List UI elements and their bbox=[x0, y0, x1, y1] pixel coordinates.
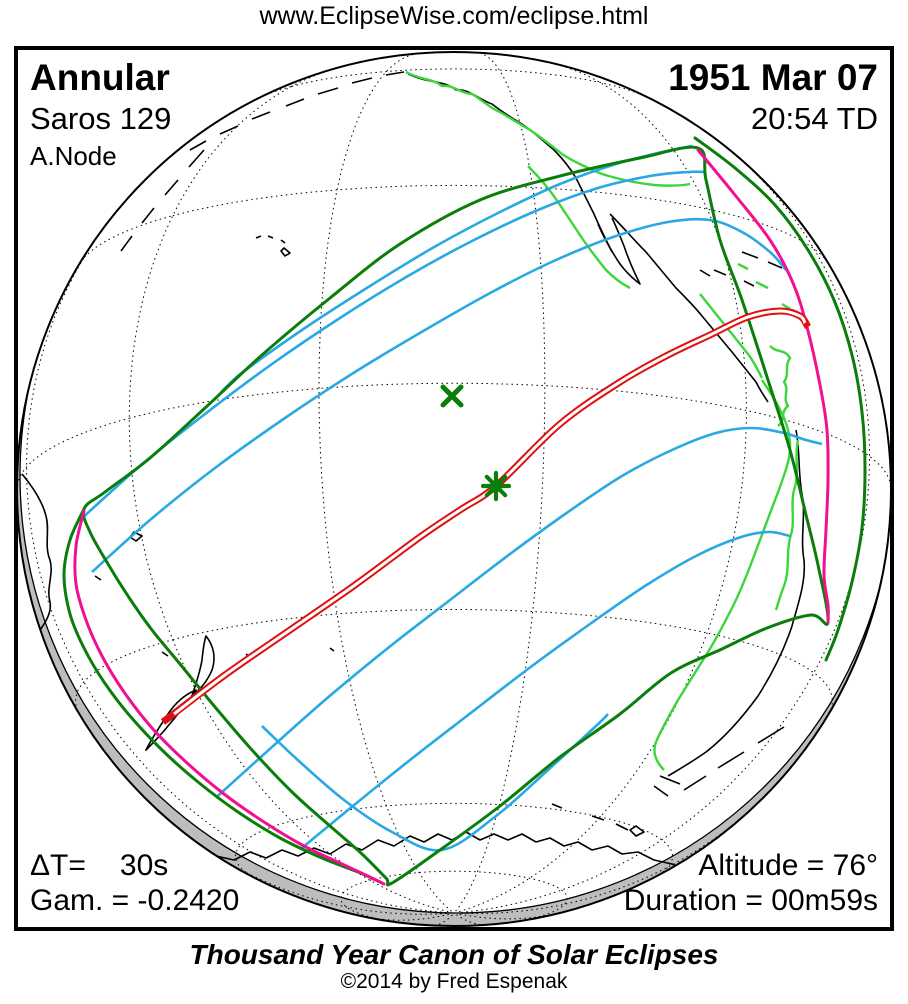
delta-t-line: ΔT= 30s bbox=[30, 849, 168, 883]
saros-label: Saros 129 bbox=[30, 101, 172, 136]
x-marker bbox=[440, 384, 464, 408]
sunrise-sunset-curves bbox=[73, 148, 830, 886]
greatest-eclipse-marker bbox=[480, 470, 512, 502]
map-frame bbox=[14, 46, 894, 931]
node-label: A.Node bbox=[30, 141, 117, 171]
footer-copyright: ©2014 by Fred Espenak bbox=[340, 970, 568, 993]
delta-t-label: ΔT= bbox=[30, 849, 86, 882]
eclipse-type-label: Annular bbox=[30, 57, 170, 98]
altitude-value: Altitude = 76° bbox=[698, 849, 878, 882]
coastlines-in-eclipse bbox=[405, 70, 800, 771]
markers bbox=[440, 384, 512, 502]
gamma-value: Gam. = -0.2420 bbox=[30, 884, 240, 917]
eclipse-date: 1951 Mar 07 bbox=[668, 57, 878, 98]
delta-t-value: 30s bbox=[119, 849, 169, 882]
eclipse-time: 20:54 TD bbox=[751, 101, 878, 136]
header-url: www.EclipseWise.com/eclipse.html bbox=[259, 2, 649, 30]
penumbral-limit-curves bbox=[62, 136, 867, 887]
footer-title: Thousand Year Canon of Solar Eclipses bbox=[189, 939, 719, 970]
duration-value: Duration = 00m59s bbox=[623, 884, 878, 917]
